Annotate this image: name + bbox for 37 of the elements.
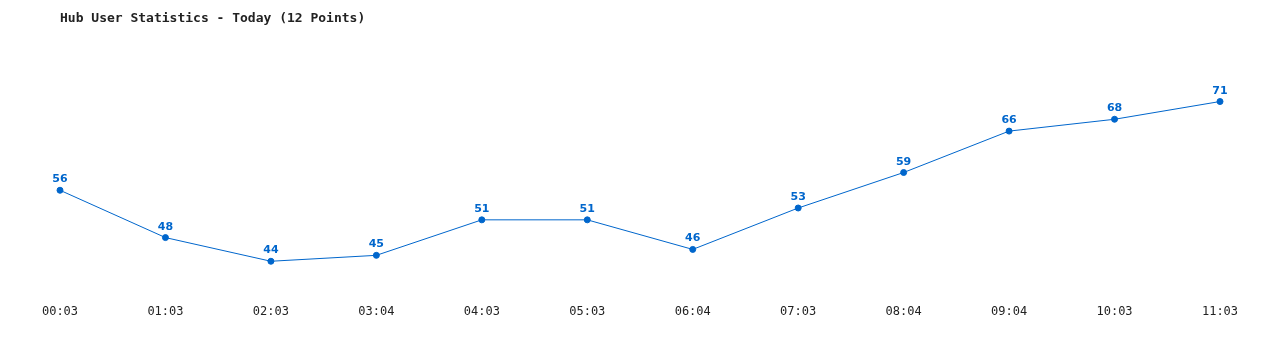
x-tick-label: 11:03 bbox=[1201, 303, 1239, 318]
x-tick-label: 10:03 bbox=[1096, 303, 1133, 318]
data-label: 51 bbox=[474, 201, 490, 215]
point bbox=[583, 216, 591, 224]
x-tick-label: 08:04 bbox=[885, 303, 922, 318]
data-label: 66 bbox=[1001, 113, 1018, 127]
chart-title: Hub User Statistics - Today (12 Points) bbox=[60, 10, 366, 25]
data-label: 51 bbox=[579, 201, 595, 215]
point bbox=[1216, 98, 1224, 106]
data-label: 53 bbox=[790, 190, 806, 204]
x-tick-label: 07:03 bbox=[780, 303, 817, 318]
data-label: 45 bbox=[368, 237, 385, 251]
data-label: 46 bbox=[685, 231, 701, 245]
point bbox=[1005, 127, 1013, 135]
x-tick-label: 06:04 bbox=[674, 303, 711, 318]
point bbox=[900, 169, 908, 177]
x-tick-label: 09:04 bbox=[991, 303, 1028, 318]
x-tick-label: 00:03 bbox=[41, 303, 79, 318]
data-label: 71 bbox=[1212, 83, 1228, 97]
point bbox=[267, 257, 275, 265]
x-tick-label: 04:03 bbox=[463, 303, 500, 318]
data-label: 59 bbox=[895, 154, 912, 168]
data-label: 44 bbox=[263, 243, 279, 257]
data-label: 48 bbox=[157, 219, 174, 233]
x-tick-label: 02:03 bbox=[252, 303, 289, 318]
point bbox=[56, 186, 64, 194]
point bbox=[478, 216, 486, 224]
x-tick-label: 03:04 bbox=[358, 303, 395, 318]
point bbox=[689, 245, 697, 253]
x-tick-label: 05:03 bbox=[569, 303, 606, 318]
point bbox=[794, 204, 802, 212]
data-label: 56 bbox=[52, 172, 68, 186]
point bbox=[161, 234, 169, 242]
point bbox=[372, 251, 380, 259]
point bbox=[1111, 115, 1119, 123]
data-label: 68 bbox=[1106, 101, 1123, 115]
x-tick-label: 01:03 bbox=[147, 303, 184, 318]
